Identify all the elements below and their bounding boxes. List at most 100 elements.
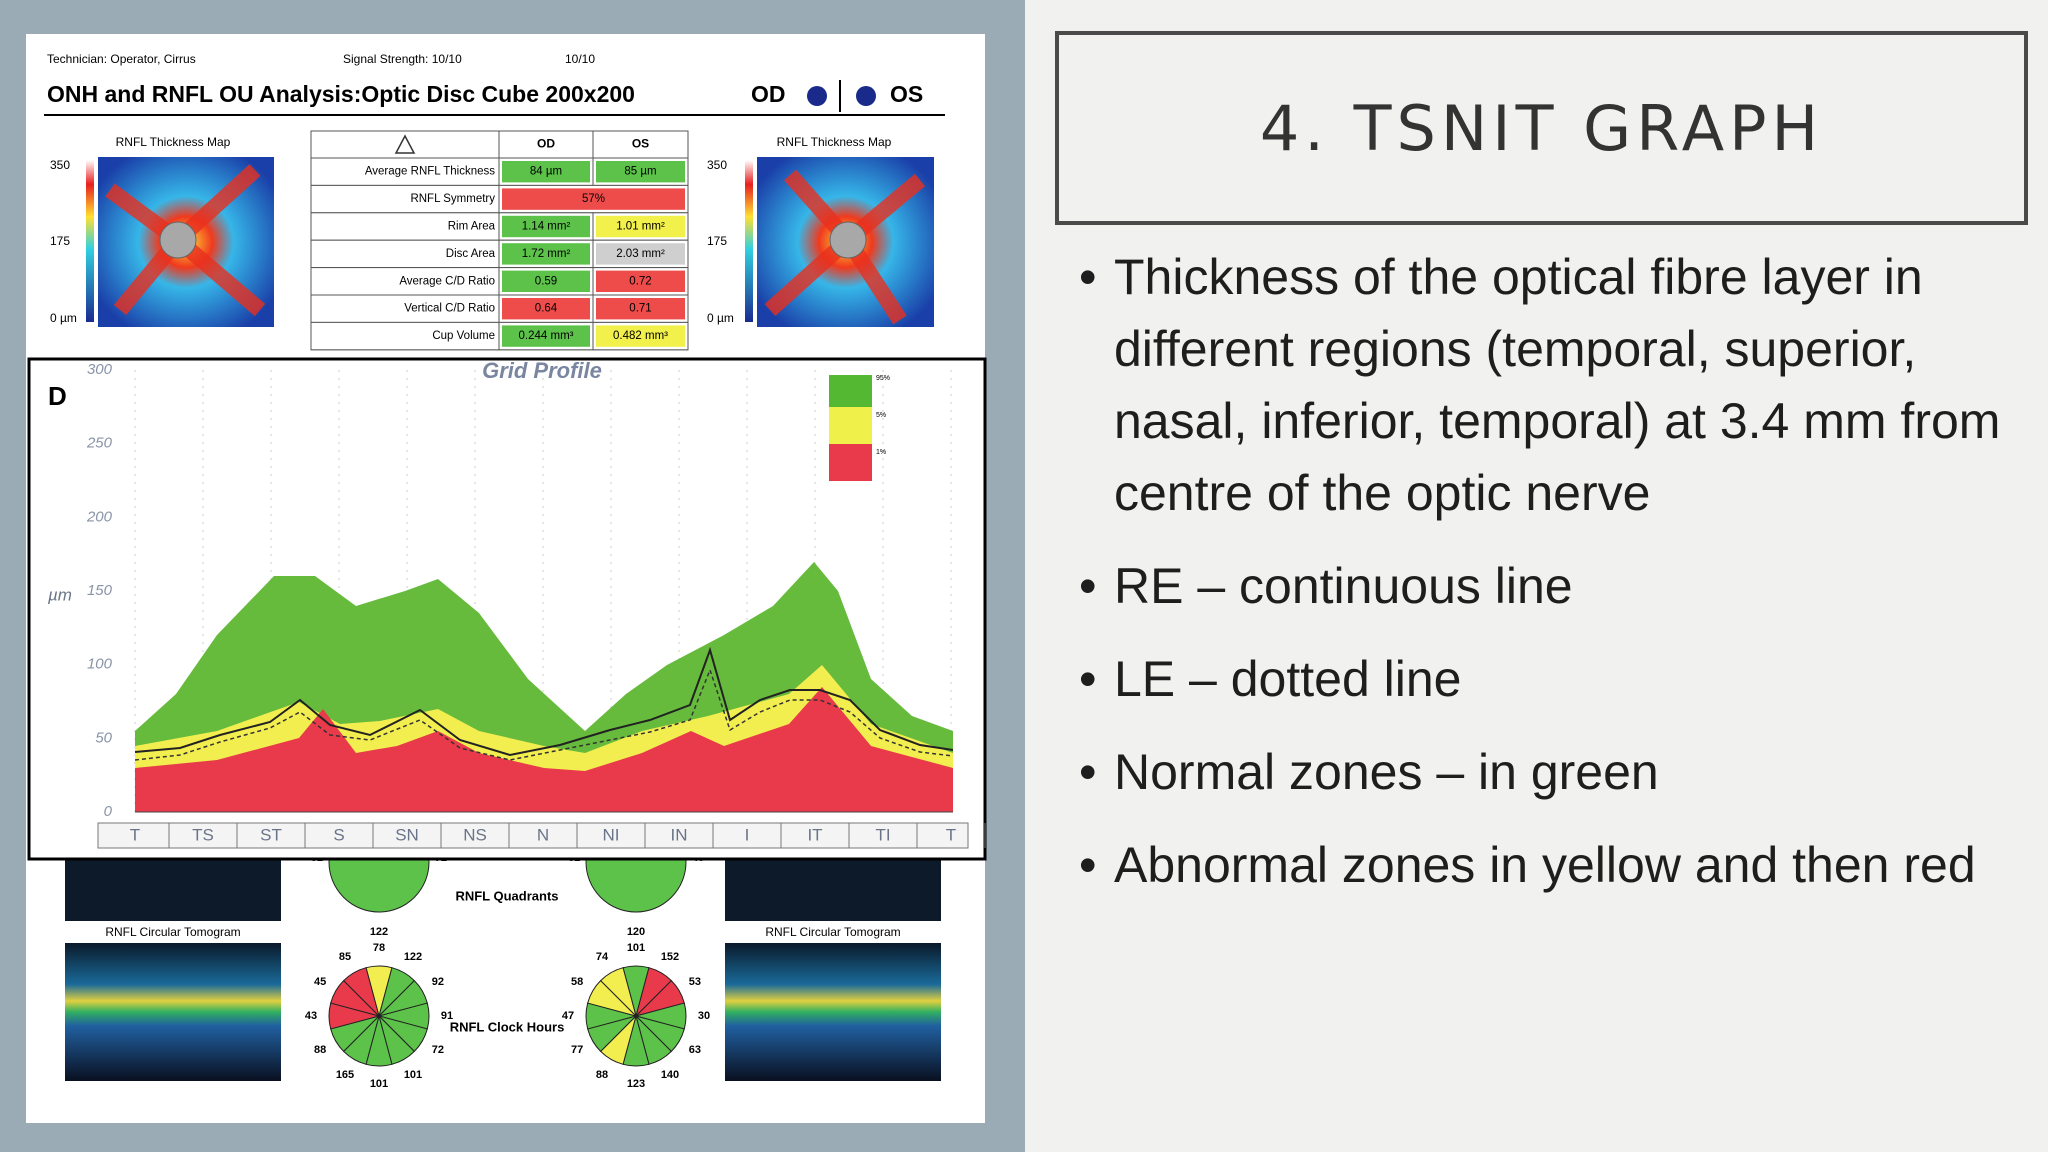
- sector-label: N: [537, 825, 549, 844]
- table-cell: [310, 184, 500, 214]
- tomogram-label: RNFL Circular Tomogram: [105, 925, 240, 939]
- y-tick-label: 0: [104, 803, 113, 820]
- cell-fill: [502, 188, 685, 210]
- color-bar: [745, 160, 753, 322]
- cell-fill: [596, 298, 685, 320]
- clock-value: 78: [373, 942, 385, 954]
- legend-swatch: [829, 444, 872, 481]
- cell-fill: [502, 243, 590, 265]
- sector-label: T: [946, 825, 956, 844]
- clock-value: 91: [441, 1010, 453, 1022]
- table-cell: [310, 267, 500, 296]
- row-label: Vertical C/D Ratio: [404, 303, 495, 315]
- clock-value: 77: [571, 1044, 583, 1056]
- clock-value: 53: [689, 976, 701, 988]
- tomogram: [725, 859, 941, 921]
- legend-swatch: [829, 375, 872, 407]
- y-tick-label: 300: [87, 361, 113, 378]
- clock-value: 140: [661, 1069, 679, 1081]
- clock-value: 122: [404, 951, 422, 963]
- legend-label: 95%: [876, 375, 890, 382]
- clock-value: 30: [698, 1010, 710, 1022]
- cell-fill: [596, 325, 685, 347]
- clock-value: 72: [432, 1044, 444, 1056]
- clock-value: 43: [305, 1010, 317, 1022]
- le-line: [134, 667, 954, 761]
- scale-label: 0 µm: [707, 311, 734, 325]
- clock-value: 85: [339, 951, 351, 963]
- column-header: OD: [537, 137, 555, 151]
- scale-label: 350: [50, 158, 70, 172]
- re-line: [134, 646, 954, 757]
- sector-label: ST: [260, 825, 282, 844]
- cell-value: 1.72 mm²: [522, 248, 571, 260]
- table-cell: [310, 321, 500, 351]
- optic-disc: [159, 221, 197, 259]
- color-bar: [86, 160, 94, 322]
- clock-value: 152: [661, 951, 679, 963]
- graph-title: Grid Profile: [482, 358, 602, 383]
- row-label: Average RNFL Thickness: [365, 166, 495, 178]
- map-label: RNFL Thickness Map: [116, 135, 231, 149]
- cell-value: 85 µm: [624, 166, 656, 178]
- cell-value: 57%: [582, 193, 605, 205]
- slide-title: 4. TSNIT GRAPH: [1259, 91, 1824, 165]
- cell-fill: [596, 270, 685, 292]
- cell-value: 0.64: [535, 303, 558, 315]
- cell-fill: [596, 215, 685, 238]
- cell-fill: [596, 243, 685, 265]
- cell-value: 0.72: [629, 275, 651, 287]
- bullet-list: Thickness of the optical fibre layer in …: [1079, 241, 2019, 922]
- cell-value: 0.59: [535, 275, 557, 287]
- clock-wedge: [599, 967, 637, 1018]
- cell-fill: [502, 270, 590, 292]
- legend-swatch: [829, 407, 872, 444]
- title-box: 4. TSNIT GRAPH: [1055, 31, 2028, 225]
- clock-value: 88: [596, 1069, 608, 1081]
- graph-panel: D: [48, 381, 67, 411]
- od-label: OD: [751, 81, 786, 107]
- quadrant-value: 122: [370, 926, 388, 938]
- cell-value: 0.71: [629, 303, 651, 315]
- column-header: OS: [632, 137, 649, 151]
- clock-value: 101: [370, 1078, 388, 1090]
- row-label: Rim Area: [448, 221, 496, 233]
- row-label: Disc Area: [446, 248, 496, 260]
- legend-label: 1%: [876, 449, 886, 456]
- y-tick-label: 150: [87, 582, 113, 599]
- bullet: RE – continuous line: [1079, 550, 2019, 622]
- row-label: Cup Volume: [432, 330, 495, 342]
- os-dot: [856, 86, 876, 106]
- clock-wedge: [342, 967, 380, 1018]
- sector-label: IN: [671, 825, 688, 844]
- bullet: Thickness of the optical fibre layer in …: [1079, 241, 2019, 529]
- cell-value: 0.482 mm³: [613, 330, 668, 342]
- y-tick-label: 100: [87, 656, 113, 673]
- table-cell: [310, 212, 500, 241]
- clock-value: 123: [627, 1078, 645, 1090]
- cell-value: 84 µm: [530, 166, 562, 178]
- table-cell: [310, 239, 500, 269]
- scale-label: 175: [50, 234, 70, 248]
- tomogram: [725, 943, 941, 1081]
- row-label: RNFL Symmetry: [410, 193, 495, 205]
- scale-label: 175: [707, 234, 727, 248]
- bullet: LE – dotted line: [1079, 643, 2019, 715]
- scale-label: 350: [707, 158, 727, 172]
- clock-value: 58: [571, 976, 583, 988]
- sector-label: NI: [603, 825, 620, 844]
- sector-label: TI: [875, 825, 890, 844]
- y-tick-label: 250: [86, 435, 113, 452]
- optic-disc: [829, 221, 867, 259]
- report-title: ONH and RNFL OU Analysis:Optic Disc Cube…: [47, 81, 635, 107]
- sector-label: TS: [192, 825, 214, 844]
- table-cell: [592, 130, 689, 159]
- image-panel: Technician: Operator, Cirrus Signal Stre…: [0, 0, 1025, 1152]
- tomogram: [65, 859, 281, 921]
- tomogram: [65, 943, 281, 1081]
- clock-value: 101: [627, 942, 645, 954]
- sector-label: IT: [807, 825, 822, 844]
- cell-fill: [502, 161, 590, 183]
- table-cell: [310, 157, 500, 186]
- quadrants-label: RNFL Quadrants: [455, 888, 558, 903]
